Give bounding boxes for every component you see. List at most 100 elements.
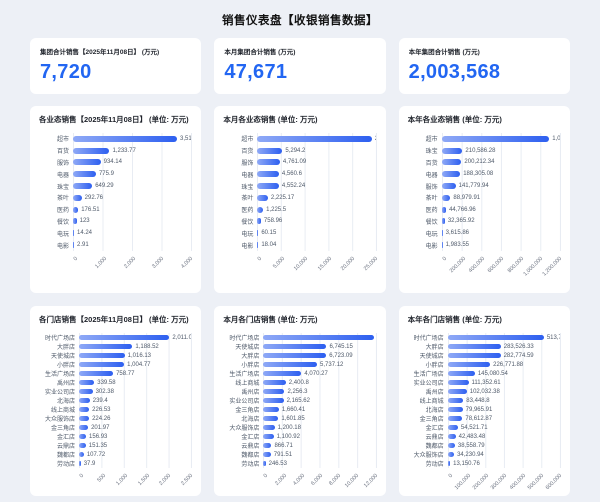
category-label: 电玩 — [425, 231, 438, 238]
bar-row: 时代广场店 2,011.03 — [39, 333, 193, 342]
bar[interactable] — [447, 398, 464, 403]
bar[interactable] — [257, 218, 261, 225]
bar[interactable] — [79, 398, 90, 403]
bar[interactable] — [447, 407, 463, 412]
bar-track: 758.77 — [79, 369, 193, 378]
bar[interactable] — [73, 194, 82, 201]
bar-row: 天使城店 1,016.13 — [39, 351, 193, 360]
chart-title: 本月各业态销售 (单位: 万元) — [223, 115, 318, 124]
bar[interactable] — [441, 159, 462, 166]
bar[interactable] — [447, 425, 458, 430]
bar[interactable] — [263, 452, 271, 457]
bar-row: 魏都店 791.51 — [223, 450, 377, 459]
bar[interactable] — [79, 407, 90, 412]
bar[interactable] — [257, 242, 259, 249]
bar[interactable] — [441, 194, 451, 201]
bar[interactable] — [441, 135, 550, 142]
bar[interactable] — [447, 371, 475, 376]
bar[interactable] — [79, 380, 95, 385]
bar[interactable] — [257, 230, 259, 237]
bar[interactable] — [263, 371, 302, 376]
bar-row: 电器 775.9 — [39, 168, 193, 181]
bar[interactable] — [79, 344, 133, 349]
bar[interactable] — [441, 242, 443, 249]
bar[interactable] — [79, 389, 93, 394]
bar[interactable] — [263, 389, 285, 394]
category-label: 云鼎店 — [241, 444, 260, 450]
bar[interactable] — [73, 159, 101, 166]
bar[interactable] — [263, 353, 327, 358]
bar[interactable] — [73, 218, 77, 225]
bar[interactable] — [263, 461, 266, 466]
bar[interactable] — [257, 159, 280, 166]
value-label: 210,586.28 — [465, 147, 496, 154]
bar[interactable] — [79, 461, 81, 466]
bar-row: 劳动店 246.53 — [223, 459, 377, 468]
bar[interactable] — [447, 389, 467, 394]
bar[interactable] — [441, 147, 463, 154]
bar[interactable] — [263, 335, 374, 340]
bar-track: 37.9 — [79, 459, 193, 468]
bar[interactable] — [73, 135, 178, 142]
bar[interactable] — [79, 371, 114, 376]
bar[interactable] — [257, 206, 264, 213]
bar[interactable] — [73, 171, 96, 178]
bar[interactable] — [263, 344, 327, 349]
bar[interactable] — [263, 398, 284, 403]
bar[interactable] — [441, 218, 445, 225]
bar[interactable] — [257, 147, 283, 154]
bar[interactable] — [263, 380, 286, 385]
value-label: 2,256.3 — [287, 388, 308, 395]
bar[interactable] — [447, 461, 451, 466]
bar[interactable] — [447, 353, 501, 358]
bar[interactable] — [441, 171, 461, 178]
bar-track: 1,188.52 — [79, 342, 193, 351]
bar[interactable] — [79, 443, 86, 448]
bar-row: 劳动店 37.9 — [39, 459, 193, 468]
bar[interactable] — [79, 434, 87, 439]
bar[interactable] — [79, 335, 170, 340]
bar[interactable] — [447, 335, 544, 340]
category-label: 禹州店 — [425, 390, 444, 396]
bar[interactable] — [79, 362, 125, 367]
bar[interactable] — [263, 443, 272, 448]
bar-track: 5,737.12 — [263, 360, 377, 369]
bar[interactable] — [79, 353, 125, 358]
bar[interactable] — [263, 425, 275, 430]
bar[interactable] — [257, 183, 279, 190]
bar[interactable] — [79, 425, 89, 430]
bar-track: 5,294.2 — [257, 144, 377, 157]
category-label: 金三角店 — [419, 417, 444, 423]
bar[interactable] — [73, 206, 79, 213]
category-label: 医药 — [56, 208, 69, 215]
bar[interactable] — [73, 147, 110, 154]
bar[interactable] — [447, 416, 463, 421]
bar[interactable] — [257, 135, 372, 142]
bar[interactable] — [441, 183, 456, 190]
value-label: 44,766.96 — [449, 206, 476, 213]
bar[interactable] — [447, 452, 455, 457]
bar[interactable] — [263, 434, 274, 439]
bar[interactable] — [447, 362, 491, 367]
bar[interactable] — [447, 434, 456, 439]
value-label: 6,745.15 — [329, 343, 353, 350]
bar[interactable] — [257, 194, 268, 201]
bar[interactable] — [257, 171, 279, 178]
bar[interactable] — [441, 206, 447, 213]
bar[interactable] — [73, 183, 93, 190]
value-label: 60.15 — [261, 230, 277, 237]
bar[interactable] — [79, 416, 90, 421]
bar-row: 金汇店 1,100.92 — [223, 432, 377, 441]
bar[interactable] — [447, 443, 455, 448]
bar[interactable] — [263, 362, 318, 367]
bar[interactable] — [263, 416, 279, 421]
bar[interactable] — [73, 230, 74, 237]
bar[interactable] — [79, 452, 84, 457]
bar-track: 1,100.92 — [263, 432, 377, 441]
bar[interactable] — [441, 230, 443, 237]
bar[interactable] — [73, 242, 74, 249]
value-label: 34,230.94 — [457, 451, 484, 458]
bar[interactable] — [447, 344, 501, 349]
bar[interactable] — [263, 407, 279, 412]
bar[interactable] — [447, 380, 469, 385]
